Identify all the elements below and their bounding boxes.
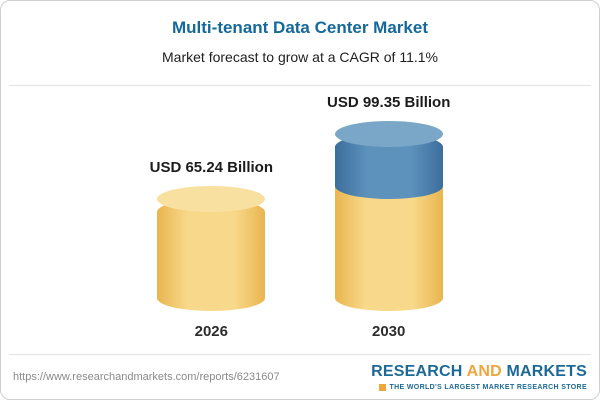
bar-cylinder-2026 — [157, 186, 266, 311]
bar-group-2026: USD 65.24 Billion 2026 — [150, 159, 273, 340]
bar-value-label-2030: USD 99.35 Billion — [327, 94, 451, 111]
logo-word-markets: MARKETS — [501, 363, 587, 380]
bar-category-2026: 2026 — [194, 323, 228, 340]
footer: https://www.researchandmarkets.com/repor… — [1, 355, 599, 399]
report-url: https://www.researchandmarkets.com/repor… — [13, 371, 280, 383]
logo-tagline-row: THE WORLD'S LARGEST MARKET RESEARCH STOR… — [371, 384, 587, 391]
bar-cylinder-2030 — [334, 121, 443, 311]
bar-value-label-2026: USD 65.24 Billion — [149, 159, 273, 176]
logo-tagline: THE WORLD'S LARGEST MARKET RESEARCH STOR… — [389, 384, 587, 391]
chart-title: Multi-tenant Data Center Market — [172, 18, 428, 37]
research-and-markets-logo: RESEARCH AND MARKETS THE WORLD'S LARGEST… — [371, 363, 587, 391]
logo-word-and: AND — [466, 363, 502, 380]
cylinder-bar-chart: USD 65.24 Billion 2026 USD 99.35 Billion… — [1, 86, 599, 354]
cylinder-body-yellow — [157, 199, 266, 311]
cylinder-cap — [334, 121, 443, 147]
logo-square-icon — [379, 384, 387, 391]
bar-category-2030: 2030 — [372, 323, 406, 340]
logo-word-research: RESEARCH — [371, 363, 467, 380]
cylinder-cap — [157, 186, 266, 212]
header-divider — [9, 85, 591, 86]
footer-divider — [9, 354, 591, 355]
bar-group-2030: USD 99.35 Billion 2030 — [327, 94, 450, 340]
chart-header: Multi-tenant Data Center Market Market f… — [1, 1, 599, 85]
logo-wordmark: RESEARCH AND MARKETS — [371, 363, 587, 381]
chart-subtitle: Market forecast to grow at a CAGR of 11.… — [162, 49, 438, 65]
